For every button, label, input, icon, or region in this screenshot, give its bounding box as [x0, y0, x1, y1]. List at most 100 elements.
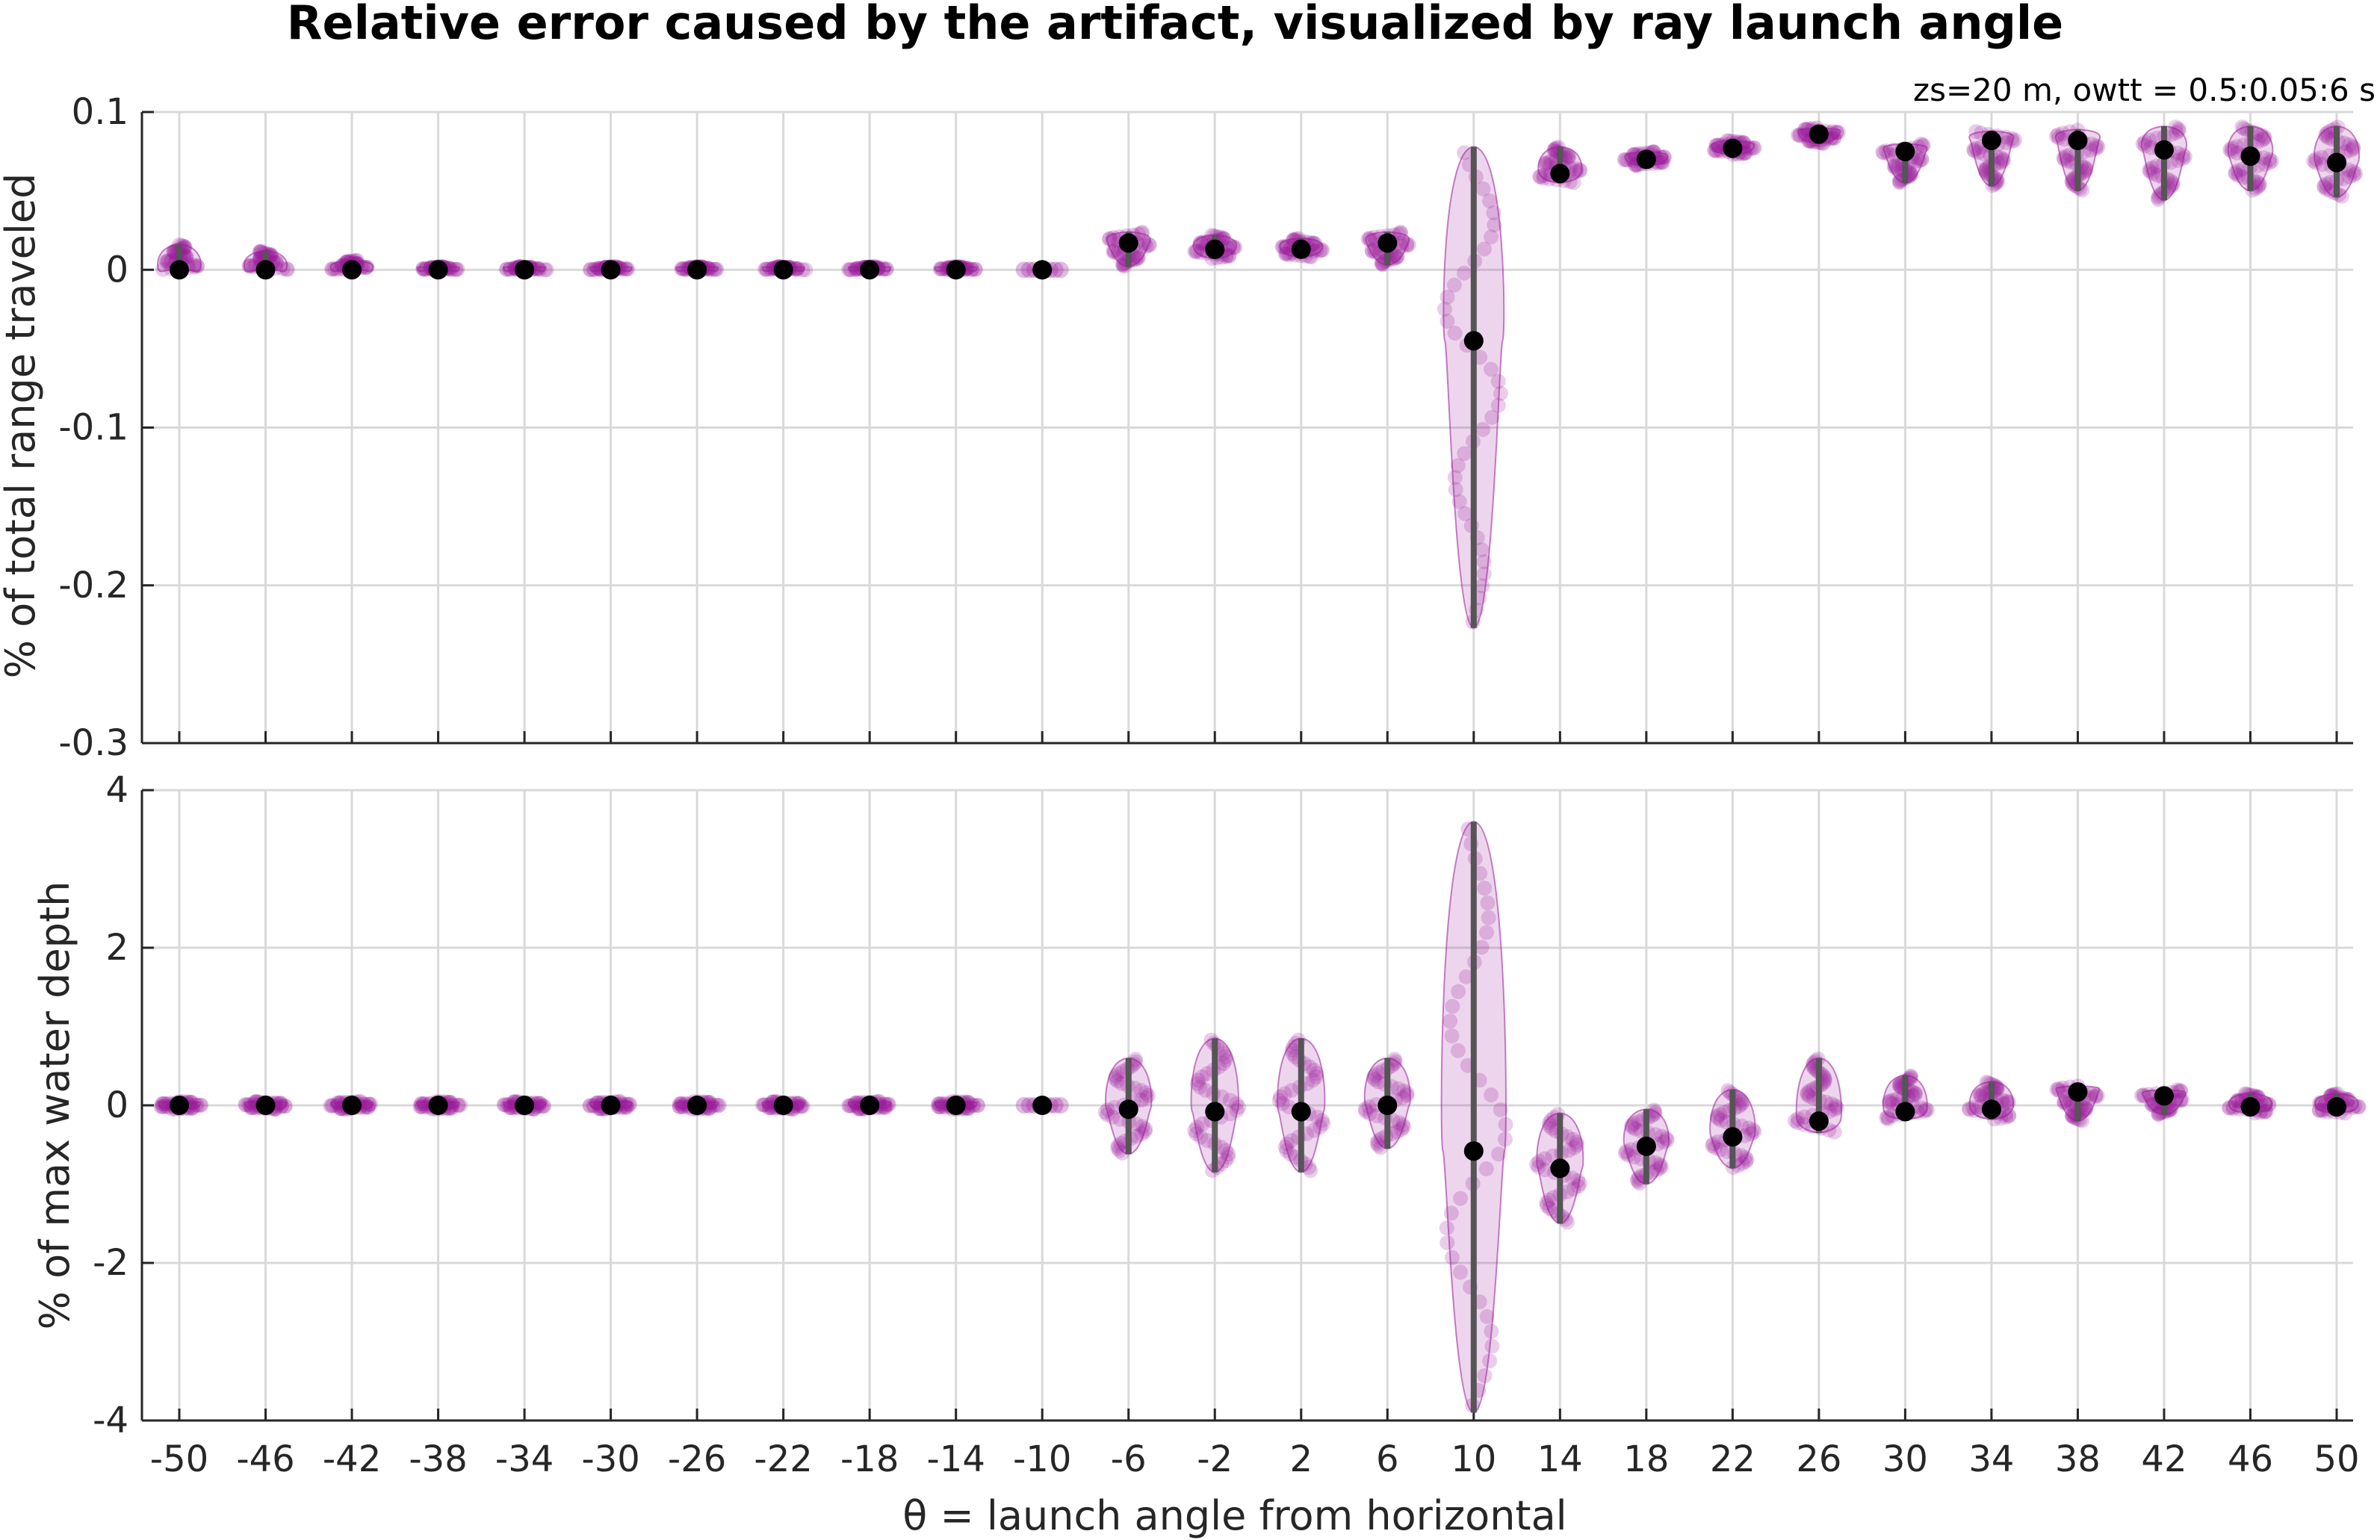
bottom-violin-point	[761, 1100, 777, 1116]
top-median-marker	[1291, 239, 1311, 259]
top-violin-point	[1106, 244, 1122, 260]
top-violin-point	[159, 253, 175, 269]
bottom-violin-point	[589, 1095, 604, 1111]
bottom-violin-point	[705, 1098, 721, 1114]
bottom-violin-point	[1127, 1052, 1143, 1067]
x-tick-label: -14	[926, 1438, 985, 1480]
top-violin-point	[1389, 249, 1405, 265]
top-violin-point	[1394, 238, 1410, 254]
bottom-violin-point	[672, 1096, 687, 1112]
bottom-violin-point	[1231, 1099, 1247, 1115]
top-violin-12	[1187, 228, 1243, 267]
top-violin-point	[1399, 236, 1415, 252]
bottom-violin-point	[1826, 1124, 1842, 1140]
top-violin-point	[1483, 361, 1499, 377]
top-y-tick-label: 0.1	[72, 91, 128, 133]
bottom-median-marker	[170, 1096, 189, 1115]
top-violin-point	[1440, 314, 1455, 329]
bottom-violin-point	[1444, 1249, 1460, 1265]
bottom-violin-point	[1277, 1140, 1293, 1155]
top-violin-point	[1448, 482, 1463, 497]
top-violin-point	[620, 261, 636, 277]
top-violin-point	[1221, 248, 1237, 264]
bottom-violin-point	[330, 1095, 346, 1111]
bottom-violin-point	[242, 1097, 258, 1113]
top-violin-point	[1189, 243, 1205, 258]
top-violin-point	[2314, 157, 2330, 173]
top-violin-point	[1279, 238, 1295, 254]
bottom-violin-point	[190, 1098, 205, 1114]
top-violin-point	[2168, 119, 2184, 135]
top-median-marker	[515, 260, 535, 280]
bottom-violin-point	[357, 1099, 373, 1114]
bottom-violin-5	[582, 1093, 637, 1117]
top-violin-point	[1106, 243, 1121, 259]
top-violin-point	[2342, 137, 2358, 152]
top-violin-point	[1572, 162, 1587, 178]
bottom-violin-point	[1097, 1105, 1113, 1120]
bottom-violin-10	[1015, 1096, 1069, 1115]
top-violin-point	[2317, 180, 2332, 196]
bottom-violin-point	[193, 1097, 208, 1113]
bottom-violin-0	[153, 1093, 209, 1117]
top-violin-point	[1474, 542, 1490, 558]
top-violin-point	[2005, 134, 2021, 149]
bottom-violin-point	[1214, 1089, 1230, 1105]
x-tick-label: -10	[1013, 1438, 1071, 1480]
top-violin-point	[1189, 244, 1204, 260]
top-violin-point	[499, 261, 515, 277]
top-violin-point	[790, 261, 805, 276]
top-median-marker	[2068, 131, 2088, 151]
top-violin-13	[1274, 231, 1330, 265]
bottom-violin-point	[1105, 1109, 1121, 1125]
top-violin-point	[1363, 232, 1378, 248]
top-violin-point	[502, 261, 518, 277]
top-violin-point	[2050, 127, 2066, 143]
x-tick-label: 42	[2141, 1438, 2187, 1480]
top-violin-point	[502, 261, 518, 277]
top-violin-point	[1475, 578, 1490, 594]
top-violin-point	[358, 260, 374, 276]
bottom-median-marker	[1550, 1158, 1570, 1179]
top-violin-point	[1365, 243, 1380, 259]
bottom-violin-point	[880, 1096, 896, 1112]
x-tick-label: 26	[1796, 1438, 1841, 1480]
top-violin-point	[1047, 261, 1064, 279]
bottom-violin-point	[329, 1098, 345, 1114]
bottom-violin-point	[1274, 1096, 1290, 1111]
top-violin-10	[1015, 260, 1069, 280]
bottom-violin-point	[243, 1100, 258, 1116]
top-violin-point	[1797, 128, 1813, 143]
top-violin-point	[2083, 143, 2098, 158]
x-tick-label: 30	[1882, 1438, 1928, 1480]
bottom-violin-point	[532, 1096, 548, 1111]
top-violin-point	[2308, 155, 2323, 170]
top-violin-point	[1221, 240, 1236, 256]
bottom-violin-point	[846, 1098, 862, 1114]
top-violin-point	[876, 261, 891, 277]
top-violin-point	[2175, 147, 2191, 163]
bottom-violin-point	[1215, 1055, 1231, 1071]
bottom-violin-point	[1015, 1097, 1032, 1114]
top-violin-point	[1829, 125, 1844, 140]
top-violin-point	[1540, 155, 1555, 170]
bottom-violin-point	[1314, 1113, 1330, 1128]
top-violin-point	[242, 258, 258, 274]
bottom-violin-point	[1308, 1069, 1324, 1084]
top-violin-point	[1277, 240, 1293, 255]
top-violin-point	[1493, 385, 1508, 401]
bottom-violin-point	[1880, 1111, 1896, 1127]
top-violin-point	[2318, 128, 2334, 144]
bottom-violin-point	[1109, 1073, 1125, 1089]
bottom-violin-point	[881, 1096, 896, 1112]
top-violin-point	[1020, 261, 1038, 279]
bottom-violin-point	[1189, 1075, 1205, 1091]
top-violin-point	[2078, 162, 2094, 178]
bottom-violin-point	[362, 1096, 377, 1112]
bottom-violin-point	[155, 1096, 171, 1112]
top-violin-point	[190, 258, 205, 274]
top-violin-point	[1362, 230, 1378, 246]
bottom-violin-point	[1453, 1190, 1469, 1206]
top-violin-point	[2308, 151, 2324, 167]
top-violin-point	[1490, 397, 1506, 413]
